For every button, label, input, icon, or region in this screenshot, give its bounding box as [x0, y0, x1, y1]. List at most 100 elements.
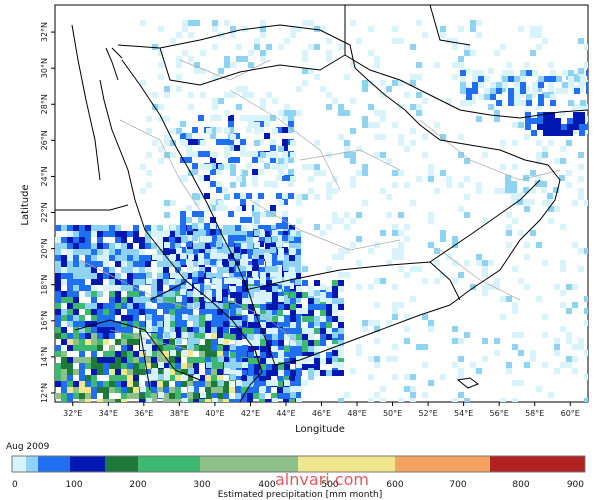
y-tick-label: 14°N — [40, 347, 49, 367]
precip-cell — [79, 363, 85, 369]
precip-cell — [217, 345, 223, 351]
precip-cell — [229, 399, 235, 402]
precip-cell — [234, 235, 240, 241]
precip-cell — [121, 387, 127, 393]
precip-cell — [308, 188, 314, 194]
precip-cell — [103, 357, 109, 363]
precip-cell — [422, 392, 428, 398]
precip-cell — [398, 134, 404, 140]
precip-cell — [79, 315, 85, 321]
precip-cell — [535, 175, 541, 181]
precip-cell — [186, 145, 192, 151]
precip-cell — [517, 193, 523, 199]
precip-cell — [518, 122, 524, 128]
precip-cell — [248, 116, 254, 122]
precip-cell — [242, 328, 248, 334]
precip-cell — [282, 193, 288, 199]
precip-cell — [464, 158, 470, 164]
precip-cell — [254, 200, 260, 206]
precip-cell — [254, 230, 260, 236]
colorbar-bin — [26, 456, 38, 472]
precip-cell — [228, 127, 234, 133]
precip-cell — [350, 176, 356, 182]
admin-boundaries — [79, 59, 561, 351]
precip-cell — [127, 291, 133, 297]
precip-cell — [140, 338, 146, 344]
precip-cell — [217, 225, 223, 231]
precip-cell — [210, 163, 216, 169]
x-axis-label: Longitude — [295, 424, 345, 435]
precip-cell — [133, 267, 139, 273]
precip-cell — [182, 350, 188, 356]
precip-cell — [550, 76, 556, 82]
precip-cell — [320, 328, 326, 334]
precip-cell — [392, 38, 398, 44]
precip-cell — [320, 170, 326, 176]
precip-cell — [187, 249, 193, 255]
precip-cell — [290, 26, 296, 32]
precip-cell — [295, 237, 301, 243]
precip-cell — [524, 242, 530, 248]
precip-cell — [290, 352, 296, 358]
precip-cell — [186, 259, 192, 265]
precip-cell — [169, 309, 175, 315]
precip-cell — [548, 86, 554, 92]
precip-cell — [79, 237, 85, 243]
precip-cell — [103, 309, 109, 315]
precip-cell — [549, 112, 555, 118]
precip-cell — [464, 50, 470, 56]
precip-cell — [223, 399, 229, 402]
precip-cell — [103, 315, 109, 321]
precip-cell — [121, 261, 127, 267]
precip-cell — [103, 285, 109, 291]
precip-cell — [472, 82, 478, 88]
precip-cell — [586, 88, 588, 94]
precip-cell — [253, 393, 259, 399]
precip-cell — [362, 170, 368, 176]
precip-cell — [356, 170, 362, 176]
precip-cell — [398, 230, 404, 236]
precip-cell — [404, 314, 410, 320]
precip-cell — [488, 104, 494, 110]
precip-cell — [133, 297, 139, 303]
precip-cell — [555, 118, 561, 124]
precip-cell — [133, 255, 139, 261]
y-axis-ticks: 12°N14°N16°N18°N20°N22°N24°N26°N28°N30°N… — [40, 22, 55, 403]
precip-cell — [532, 88, 538, 94]
precip-cell — [211, 387, 217, 393]
precip-cell — [264, 115, 270, 121]
precip-cell — [404, 386, 410, 392]
precip-cell — [217, 327, 223, 333]
precip-cell — [133, 393, 139, 399]
precip-cell — [229, 387, 235, 393]
precip-cell — [362, 326, 368, 332]
precip-cell — [531, 118, 537, 124]
precip-cell — [543, 124, 549, 130]
precip-cell — [180, 247, 186, 253]
precip-cell — [296, 346, 302, 352]
precip-cell — [121, 369, 127, 375]
precip-cell — [109, 363, 115, 369]
precip-cell — [55, 381, 61, 387]
precip-cell — [210, 259, 216, 265]
precip-cell — [482, 338, 488, 344]
precip-cell — [181, 321, 187, 327]
precip-cell — [368, 122, 374, 128]
precip-cell — [254, 292, 260, 298]
precip-cell — [536, 158, 542, 164]
precip-cell — [163, 267, 169, 273]
precip-cell — [109, 267, 115, 273]
precip-cell — [236, 206, 242, 212]
precip-cell — [175, 387, 181, 393]
precip-cell — [283, 393, 289, 399]
precip-cell — [163, 297, 169, 303]
precip-cell — [260, 386, 266, 392]
precip-cell — [91, 381, 97, 387]
precip-cell — [211, 339, 217, 345]
precip-cell — [217, 393, 223, 399]
precip-cell — [356, 260, 362, 266]
precip-cell — [277, 387, 283, 393]
precip-cell — [91, 255, 97, 261]
precip-cell — [210, 133, 216, 139]
precip-cell — [240, 151, 246, 157]
